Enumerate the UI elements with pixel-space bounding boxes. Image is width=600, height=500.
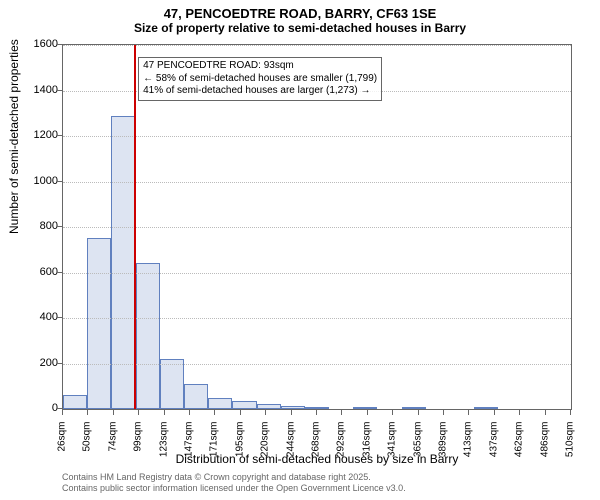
y-tick-label: 800 [18, 220, 58, 232]
annotation-line-3: 41% of semi-detached houses are larger (… [143, 85, 377, 98]
histogram-bar [402, 407, 426, 409]
histogram-bar [87, 238, 111, 409]
x-tick-mark [62, 410, 63, 415]
grid-line [63, 318, 571, 319]
y-tick-mark [57, 408, 62, 409]
y-tick-label: 1600 [18, 38, 58, 50]
y-tick-label: 0 [18, 402, 58, 414]
grid-line [63, 45, 571, 46]
grid-line [63, 273, 571, 274]
grid-line [63, 182, 571, 183]
chart-title-sub: Size of property relative to semi-detach… [0, 21, 600, 39]
y-tick-mark [57, 135, 62, 136]
subject-marker-line [134, 45, 136, 409]
x-tick-mark [316, 410, 317, 415]
histogram-bar [257, 404, 281, 409]
footer-line-2: Contains public sector information licen… [62, 483, 406, 494]
annotation-box: 47 PENCOEDTRE ROAD: 93sqm ← 58% of semi-… [138, 57, 382, 101]
x-tick-mark [494, 410, 495, 415]
y-tick-mark [57, 226, 62, 227]
x-tick-mark [214, 410, 215, 415]
x-tick-mark [265, 410, 266, 415]
x-tick-mark [189, 410, 190, 415]
histogram-bar [232, 401, 256, 409]
y-tick-mark [57, 90, 62, 91]
histogram-bar [208, 398, 232, 409]
histogram-bar [281, 406, 305, 409]
x-tick-mark [367, 410, 368, 415]
x-tick-mark [443, 410, 444, 415]
x-tick-mark [87, 410, 88, 415]
y-tick-label: 1000 [18, 175, 58, 187]
histogram-bar [111, 116, 135, 409]
x-tick-mark [291, 410, 292, 415]
x-tick-mark [570, 410, 571, 415]
annotation-line-1: 47 PENCOEDTRE ROAD: 93sqm [143, 60, 377, 73]
y-tick-mark [57, 44, 62, 45]
grid-line [63, 227, 571, 228]
y-tick-mark [57, 317, 62, 318]
histogram-bar [160, 359, 184, 409]
footer-line-1: Contains HM Land Registry data © Crown c… [62, 472, 406, 483]
grid-line [63, 136, 571, 137]
histogram-bar [474, 407, 498, 409]
annotation-line-2: ← 58% of semi-detached houses are smalle… [143, 73, 377, 86]
y-tick-label: 1400 [18, 84, 58, 96]
histogram-bar [353, 407, 377, 409]
y-tick-label: 200 [18, 357, 58, 369]
x-tick-mark [341, 410, 342, 415]
histogram-bar [184, 384, 208, 409]
x-tick-mark [164, 410, 165, 415]
x-tick-mark [519, 410, 520, 415]
y-tick-label: 1200 [18, 129, 58, 141]
x-tick-mark [468, 410, 469, 415]
grid-line [63, 364, 571, 365]
x-axis-label: Distribution of semi-detached houses by … [62, 452, 572, 466]
x-tick-mark [113, 410, 114, 415]
y-tick-mark [57, 272, 62, 273]
y-tick-label: 600 [18, 266, 58, 278]
histogram-bar [305, 407, 329, 409]
y-tick-mark [57, 363, 62, 364]
histogram-bar [136, 263, 160, 409]
chart-title-main: 47, PENCOEDTRE ROAD, BARRY, CF63 1SE [0, 0, 600, 21]
y-tick-label: 400 [18, 311, 58, 323]
footer-attribution: Contains HM Land Registry data © Crown c… [62, 472, 406, 494]
x-tick-mark [240, 410, 241, 415]
x-tick-mark [545, 410, 546, 415]
x-tick-mark [392, 410, 393, 415]
x-tick-mark [418, 410, 419, 415]
plot-area: 47 PENCOEDTRE ROAD: 93sqm ← 58% of semi-… [62, 44, 572, 410]
chart-container: 47, PENCOEDTRE ROAD, BARRY, CF63 1SE Siz… [0, 0, 600, 500]
y-tick-mark [57, 181, 62, 182]
histogram-bar [63, 395, 87, 409]
x-tick-mark [138, 410, 139, 415]
